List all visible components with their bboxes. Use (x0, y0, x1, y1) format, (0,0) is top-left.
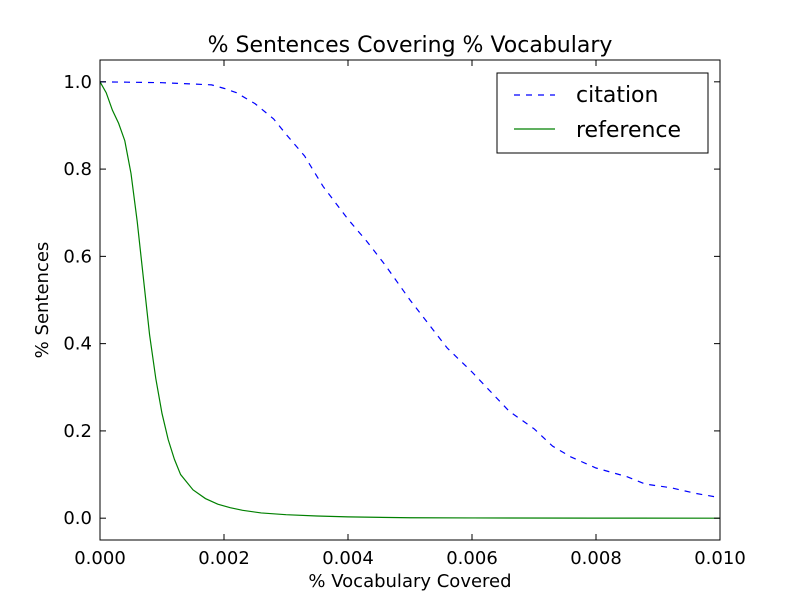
plot-frame (99, 59, 721, 541)
x-axis-label: % Vocabulary Covered (308, 571, 511, 592)
legend: citation reference (496, 72, 709, 154)
legend-label-reference: reference (576, 118, 681, 143)
x-tick-label: 0.008 (570, 548, 622, 569)
legend-box (496, 72, 709, 154)
plot-area (99, 81, 721, 519)
y-axis-label: % Sentences (32, 242, 53, 359)
y-tick-label: 0.4 (63, 334, 92, 355)
chart-title: % Sentences Covering % Vocabulary (208, 33, 613, 58)
x-tick-label: 0.006 (446, 548, 498, 569)
legend-label-citation: citation (576, 83, 658, 108)
series-line-reference (99, 81, 721, 519)
x-tick-label: 0.002 (198, 548, 250, 569)
y-tick-label: 0.6 (63, 246, 92, 267)
x-tick-label: 0.004 (322, 548, 374, 569)
y-tick-label: 0.8 (63, 159, 92, 180)
y-tick-label: 0.0 (63, 508, 92, 529)
series-line-citation (99, 81, 721, 499)
y-tick-label: 0.2 (63, 421, 92, 442)
x-tick-label: 0.000 (74, 548, 126, 569)
x-tick-label: 0.010 (694, 548, 746, 569)
y-tick-label: 1.0 (63, 72, 92, 93)
axis-ticks: 0.000 0.002 0.004 0.006 0.008 0.010 0.0 0.2 0.4 0… (63, 60, 746, 569)
